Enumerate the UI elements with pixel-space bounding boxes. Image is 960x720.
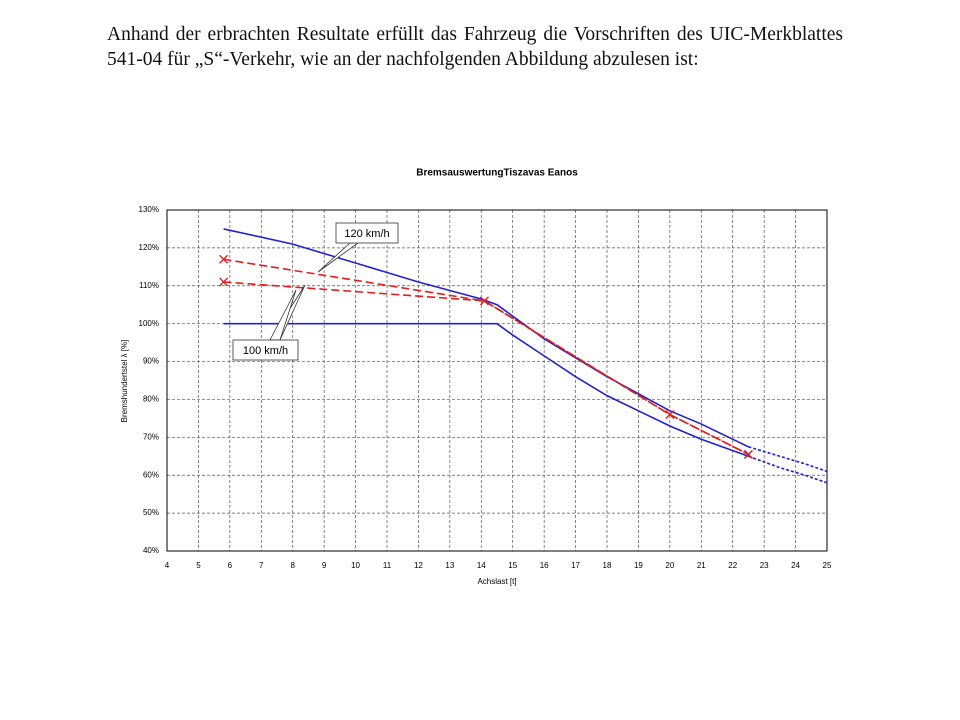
series-line bbox=[748, 446, 828, 473]
y-tick-label: 120% bbox=[139, 243, 159, 252]
x-tick-label: 16 bbox=[540, 561, 549, 570]
x-tick-label: 21 bbox=[697, 561, 706, 570]
x-tick-label: 11 bbox=[383, 561, 392, 570]
x-tick-label: 7 bbox=[259, 561, 264, 570]
x-tick-label: 19 bbox=[634, 561, 643, 570]
callout-label: 100 km/h bbox=[243, 345, 288, 357]
marker bbox=[219, 277, 229, 287]
x-tick-label: 8 bbox=[290, 561, 295, 570]
x-tick-label: 14 bbox=[477, 561, 486, 570]
y-tick-label: 80% bbox=[143, 395, 159, 404]
y-tick-label: 90% bbox=[143, 357, 159, 366]
x-tick-label: 5 bbox=[196, 561, 201, 570]
x-tick-label: 18 bbox=[603, 561, 612, 570]
y-tick-label: 40% bbox=[143, 546, 159, 555]
callout-label: 120 km/h bbox=[344, 228, 389, 240]
x-tick-label: 12 bbox=[414, 561, 423, 570]
chart-title: BremsauswertungTiszavas Eanos bbox=[416, 168, 578, 179]
x-tick-label: 20 bbox=[665, 561, 674, 570]
y-tick-label: 60% bbox=[143, 470, 159, 479]
y-tick-label: 100% bbox=[139, 319, 159, 328]
x-tick-label: 13 bbox=[445, 561, 454, 570]
x-tick-label: 15 bbox=[508, 561, 517, 570]
marker bbox=[743, 449, 753, 459]
marker bbox=[665, 410, 675, 420]
x-tick-label: 17 bbox=[571, 561, 580, 570]
callout-box bbox=[335, 222, 399, 244]
x-tick-label: 24 bbox=[791, 561, 800, 570]
y-axis-label: Bremshundertstel λ [%] bbox=[120, 340, 129, 423]
series-line bbox=[748, 455, 828, 484]
paragraph: Anhand der erbrachten Resultate erfüllt … bbox=[107, 24, 843, 70]
y-tick-label: 130% bbox=[139, 205, 159, 214]
x-axis-label: Achslast [t] bbox=[477, 577, 516, 586]
x-tick-label: 9 bbox=[322, 561, 327, 570]
callout-box bbox=[232, 339, 299, 361]
x-tick-label: 4 bbox=[165, 561, 170, 570]
x-tick-label: 25 bbox=[823, 561, 832, 570]
y-tick-label: 50% bbox=[143, 508, 159, 517]
x-tick-label: 22 bbox=[728, 561, 737, 570]
y-tick-label: 70% bbox=[143, 432, 159, 441]
marker bbox=[219, 254, 229, 264]
series-line bbox=[223, 258, 749, 456]
x-tick-label: 23 bbox=[760, 561, 769, 570]
series-line bbox=[223, 281, 749, 456]
plot-frame bbox=[166, 209, 828, 552]
marker bbox=[479, 296, 489, 306]
x-tick-label: 6 bbox=[228, 561, 233, 570]
x-tick-label: 10 bbox=[351, 561, 360, 570]
series-line bbox=[223, 322, 749, 458]
y-tick-label: 110% bbox=[139, 281, 159, 290]
